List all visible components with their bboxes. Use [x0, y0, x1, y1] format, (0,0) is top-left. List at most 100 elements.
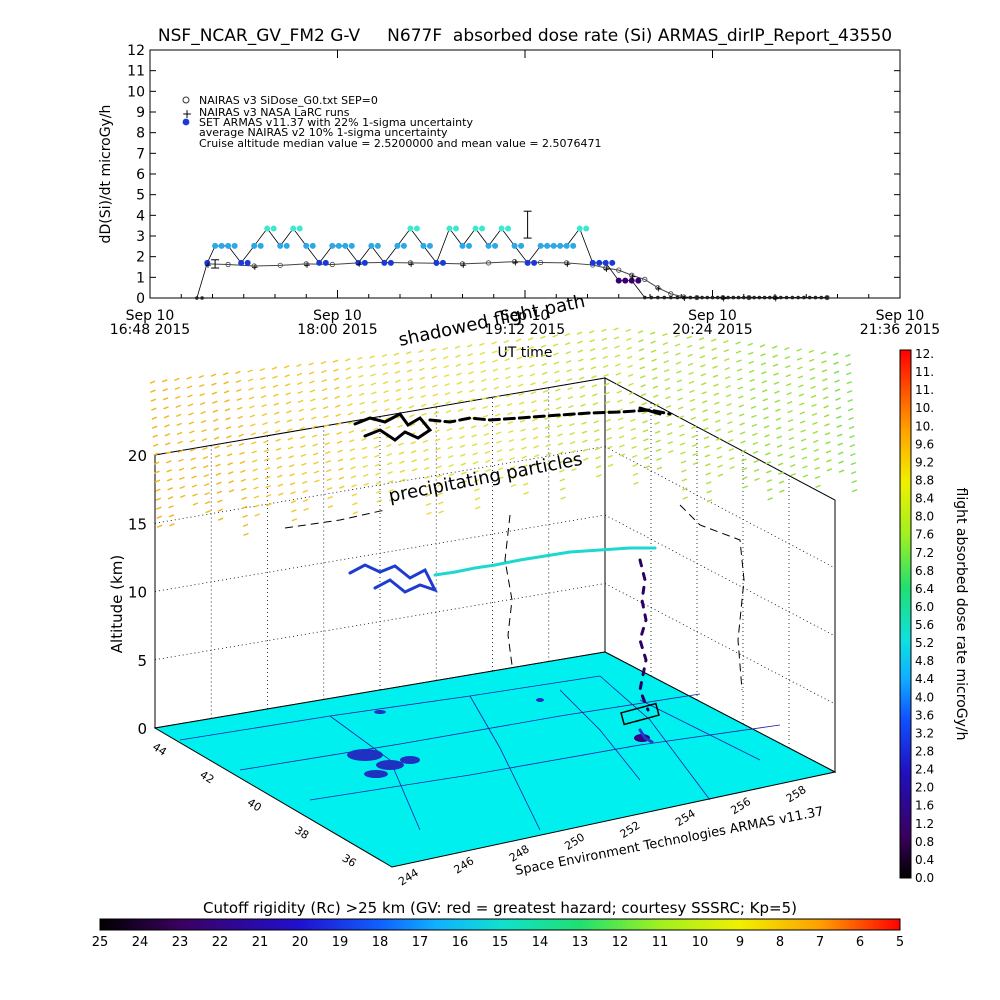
particle-dash	[227, 462, 233, 466]
particle-dash	[242, 514, 248, 519]
cutoff-rigidity-tick: 14	[532, 935, 549, 950]
particle-dash	[407, 378, 413, 382]
particle-dash	[334, 395, 341, 399]
particle-dash	[277, 483, 284, 487]
point-armas	[257, 242, 264, 249]
ground-state-borders	[179, 675, 781, 831]
cutoff-rigidity-tick: 7	[816, 935, 824, 950]
particle-dash	[639, 357, 645, 361]
particle-dash	[681, 487, 688, 491]
particle-dash	[775, 417, 782, 421]
point-armas	[825, 295, 829, 300]
particle-dash	[482, 414, 489, 419]
particle-dash	[728, 456, 735, 461]
particle-dash	[595, 456, 601, 460]
particle-dash	[291, 509, 297, 513]
particle-dash	[491, 341, 497, 345]
particle-dash	[297, 399, 304, 404]
particle-dash	[333, 377, 340, 381]
particle-dash	[761, 380, 768, 384]
projection-lines	[284, 504, 745, 691]
point-armas	[762, 295, 767, 300]
particle-dash	[168, 505, 174, 509]
particle-dash	[371, 400, 378, 404]
particle-dash	[156, 524, 163, 528]
particle-dash	[615, 363, 621, 367]
particle-dash	[362, 455, 368, 460]
particle-dash	[606, 427, 612, 432]
particle-dash	[431, 375, 438, 379]
particle-dash	[522, 473, 529, 477]
particle-dash	[750, 405, 757, 410]
particle-dash	[520, 437, 527, 441]
particle-dash	[849, 434, 855, 439]
particle-dash	[438, 510, 444, 514]
point-armas	[615, 277, 622, 284]
particle-dash	[835, 397, 841, 401]
particle-dash	[713, 383, 719, 387]
y-tick-label: 11	[127, 64, 145, 80]
particle-dash	[801, 447, 807, 451]
particle-dash	[150, 398, 157, 402]
x-tick-label-time: 21:36 2015	[860, 322, 940, 338]
particle-dash	[809, 376, 816, 381]
particle-dash	[715, 437, 722, 441]
point-armas	[329, 242, 336, 249]
particle-dash	[666, 422, 673, 427]
particle-dash	[813, 457, 820, 462]
particle-dash	[674, 334, 680, 338]
point-armas	[583, 225, 590, 232]
particle-dash	[686, 335, 693, 340]
particle-dash	[779, 489, 785, 493]
particle-dash	[299, 435, 306, 440]
particle-dash	[679, 442, 686, 446]
particle-dash	[724, 357, 730, 362]
particle-dash	[752, 441, 759, 446]
particle-dash	[166, 469, 172, 473]
particle-dash	[784, 346, 790, 351]
particle-dash	[456, 372, 462, 376]
cutoff-rigidity-tick: 9	[736, 935, 744, 950]
particle-dash	[423, 448, 429, 453]
particle-dash	[507, 411, 513, 416]
longitude-tick-label: 254	[673, 807, 698, 829]
particle-dash	[276, 456, 282, 460]
particle-dash	[247, 369, 253, 373]
particle-dash	[285, 401, 292, 405]
particle-dash	[479, 342, 485, 347]
x-tick-label-time: 20:24 2015	[672, 322, 752, 338]
particle-dash	[619, 453, 626, 457]
particle-dash	[698, 337, 705, 341]
particle-dash	[348, 430, 355, 434]
particle-dash	[302, 498, 309, 503]
particle-dash	[715, 428, 721, 432]
particle-dash	[437, 501, 444, 505]
particle-dash	[210, 373, 217, 377]
point-armas	[537, 242, 544, 249]
particle-dash	[761, 371, 767, 375]
particle-dash	[504, 357, 510, 362]
particle-dash	[418, 358, 425, 363]
particle-dash	[516, 347, 522, 351]
particle-dash	[494, 413, 501, 417]
particle-dash	[300, 453, 307, 458]
particle-dash	[678, 415, 684, 419]
particle-dash	[217, 517, 224, 521]
particle-dash	[642, 420, 648, 424]
airport-marker	[620, 702, 660, 726]
y-tick-label: 8	[136, 126, 145, 142]
particle-dash	[705, 481, 712, 485]
point-nasa-larc: +	[655, 285, 663, 295]
particle-dash	[189, 448, 196, 452]
particle-dash	[372, 427, 379, 431]
point-armas	[492, 242, 499, 249]
particle-dash	[149, 380, 156, 384]
particle-dash	[177, 440, 183, 445]
particle-dash	[652, 385, 659, 389]
particle-dash	[544, 416, 550, 421]
point-armas	[296, 225, 303, 232]
particle-dash	[627, 373, 634, 378]
particle-dash	[631, 454, 638, 459]
particle-dash	[581, 430, 588, 434]
particle-dash	[189, 430, 195, 434]
